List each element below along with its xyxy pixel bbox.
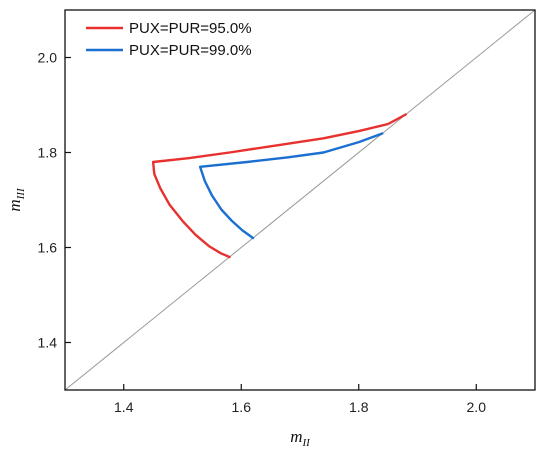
legend-label-2: PUX=PUR=99.0% bbox=[129, 42, 252, 59]
series-line-1 bbox=[151, 113, 407, 259]
x-axis-label-subscript: II bbox=[301, 437, 311, 449]
y-axis-label-main: m bbox=[5, 199, 24, 211]
x-tick-label: 1.4 bbox=[114, 399, 134, 415]
x-tick-label: 1.8 bbox=[349, 399, 369, 415]
x-axis-ticks: 1.4 1.6 1.8 2.0 bbox=[114, 384, 486, 415]
y-tick-label: 2.0 bbox=[38, 50, 58, 66]
x-tick-label: 2.0 bbox=[467, 399, 487, 415]
y-axis-ticks: 1.4 1.6 1.8 2.0 bbox=[38, 50, 71, 351]
y-tick-label: 1.6 bbox=[38, 240, 58, 256]
series-line-2 bbox=[198, 132, 384, 240]
legend-label-1: PUX=PUR=95.0% bbox=[129, 20, 252, 37]
y-axis-label-subscript: III bbox=[15, 187, 27, 200]
diagonal-reference-line bbox=[64, 9, 536, 391]
x-axis-label: mII bbox=[290, 427, 311, 449]
y-tick-label: 1.8 bbox=[38, 145, 58, 161]
series-layer bbox=[151, 113, 407, 259]
x-axis-label-main: m bbox=[290, 427, 302, 446]
x-tick-label: 1.6 bbox=[232, 399, 252, 415]
y-axis-label: mIII bbox=[5, 187, 27, 212]
legend: PUX=PUR=95.0% PUX=PUR=99.0% bbox=[86, 20, 252, 59]
reference-line-layer bbox=[64, 9, 536, 391]
y-tick-label: 1.4 bbox=[38, 335, 58, 351]
plot-frame bbox=[64, 9, 536, 391]
